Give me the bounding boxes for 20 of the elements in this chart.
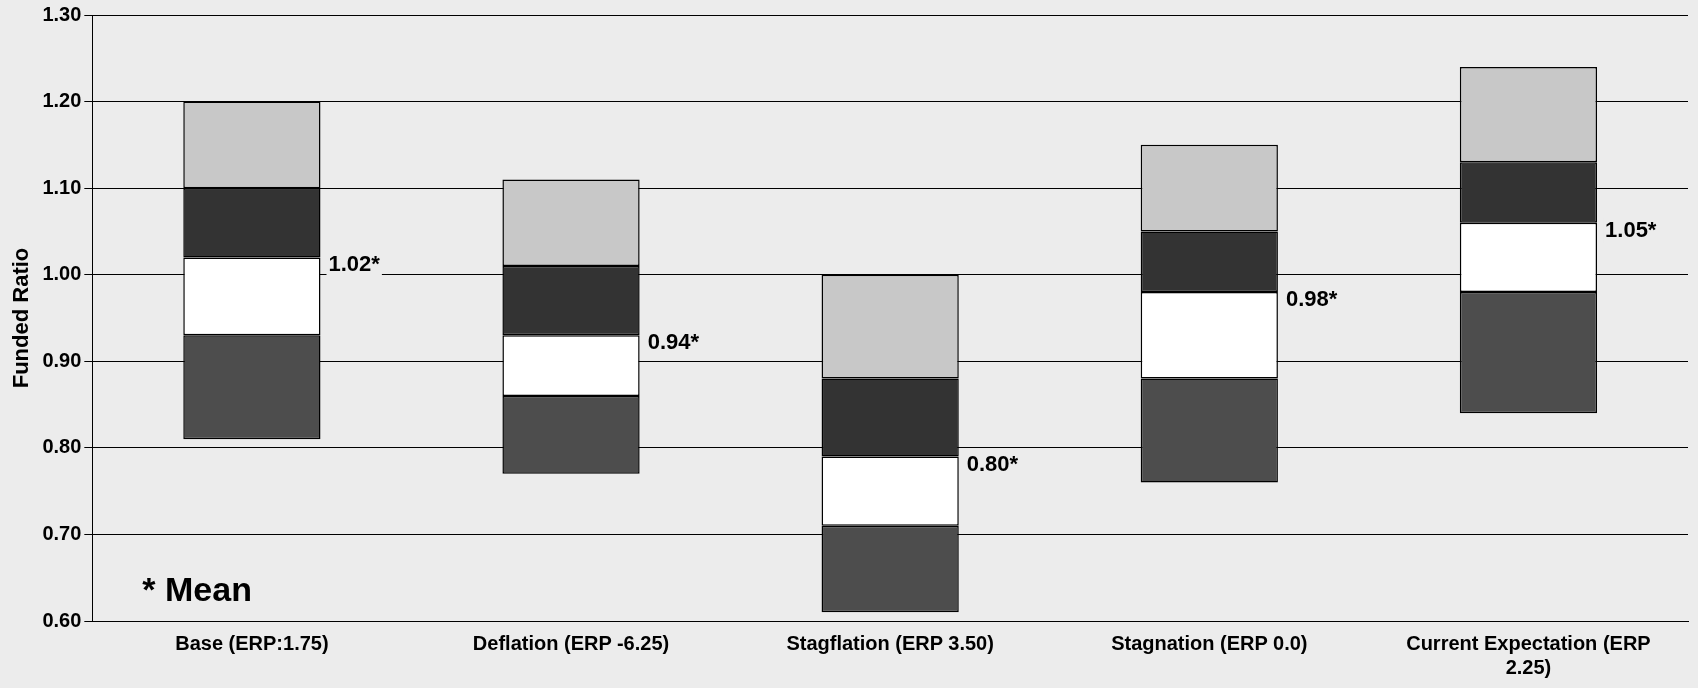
y-tick-label: 1.20 xyxy=(42,89,82,112)
y-tick-label: 1.00 xyxy=(42,262,82,285)
x-tick-label: Current Expectation (ERP 2.25) xyxy=(1406,631,1651,678)
y-tick-label: 0.80 xyxy=(42,435,82,458)
annotation: * Mean xyxy=(142,570,252,608)
y-tick-label: 0.90 xyxy=(42,348,82,371)
y-tick-label: 0.60 xyxy=(42,608,82,631)
x-tick-label: Base (ERP:1.75) xyxy=(175,631,329,654)
x-tick-label: Stagnation (ERP 0.0) xyxy=(1111,631,1308,654)
annotation: 1.02* xyxy=(328,251,381,277)
x-tick-label: Deflation (ERP -6.25) xyxy=(472,631,670,654)
y-axis-title: Funded Ratio xyxy=(8,247,34,389)
annotation: 0.94* xyxy=(647,329,700,355)
annotation: 0.98* xyxy=(1285,286,1338,312)
x-tick-label: Stagflation (ERP 3.50) xyxy=(786,631,994,654)
y-tick-label: 1.30 xyxy=(42,2,82,25)
y-tick-label: 0.70 xyxy=(42,521,82,544)
annotation: 1.05* xyxy=(1605,216,1657,242)
y-tick-label: 1.10 xyxy=(42,175,82,198)
annotation: 0.80* xyxy=(966,450,1019,476)
